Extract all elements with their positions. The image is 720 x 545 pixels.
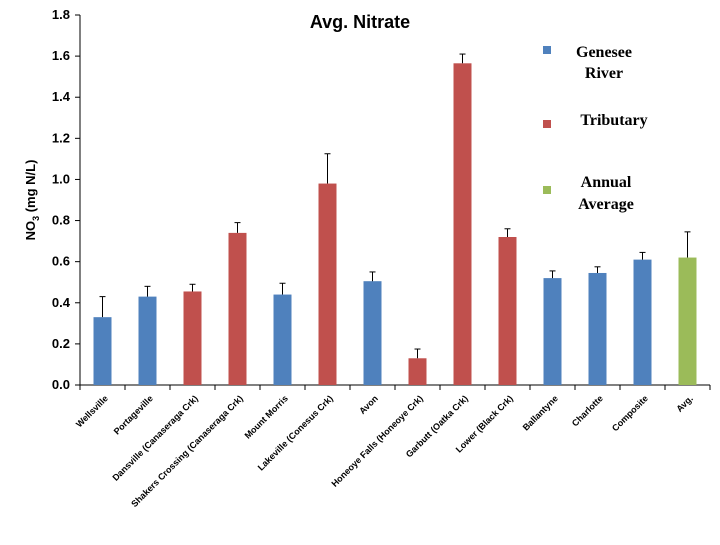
legend-swatch-tributary bbox=[543, 120, 551, 128]
y-axis-label-main: NO bbox=[23, 221, 38, 241]
y-tick-label: 0.4 bbox=[52, 295, 71, 310]
bar bbox=[183, 291, 202, 385]
y-tick-label: 0.6 bbox=[52, 254, 70, 269]
y-tick-label: 1.4 bbox=[52, 89, 71, 104]
x-tick-label: Composite bbox=[610, 393, 650, 433]
legend-label-genesee: Genesee bbox=[576, 44, 632, 61]
legend-label-tributary: Tributary bbox=[580, 112, 647, 129]
y-tick-label: 1.2 bbox=[52, 130, 70, 145]
bar bbox=[633, 259, 652, 385]
legend-swatch-annual bbox=[543, 186, 551, 194]
x-tick-label: Avg. bbox=[674, 393, 695, 414]
y-tick-label: 0.2 bbox=[52, 336, 70, 351]
y-axis-label: NO3 (mg N/L) bbox=[23, 160, 41, 241]
x-tick-label: Lakeville (Conesus Crk) bbox=[256, 393, 335, 472]
x-tick-label: Portageville bbox=[112, 393, 155, 436]
y-tick-label: 1.6 bbox=[52, 48, 70, 63]
error-bars bbox=[99, 53, 691, 359]
bar bbox=[588, 272, 607, 385]
legend-label-genesee-line2: River bbox=[585, 65, 623, 82]
y-axis-label-units: (mg N/L) bbox=[23, 160, 38, 216]
x-tick-label: Wellsville bbox=[74, 393, 110, 429]
bar bbox=[273, 294, 292, 385]
bar bbox=[138, 296, 157, 385]
bar bbox=[318, 183, 337, 385]
bar bbox=[498, 237, 517, 385]
legend-label-annual: Annual bbox=[581, 174, 632, 191]
chart-title: Avg. Nitrate bbox=[310, 12, 410, 32]
x-tick-label: Mount Morris bbox=[243, 393, 290, 440]
y-axis-label-subscript: 3 bbox=[31, 216, 41, 221]
bar bbox=[678, 257, 697, 385]
bar bbox=[228, 232, 247, 385]
bar bbox=[453, 63, 472, 386]
bar bbox=[363, 281, 382, 385]
y-tick-label: 0.0 bbox=[52, 377, 70, 392]
y-tick-label: 0.8 bbox=[52, 213, 70, 228]
legend-label-annual-line2: Average bbox=[578, 196, 634, 213]
x-tick-label: Ballantyne bbox=[521, 393, 560, 432]
x-tick-label: Charlotte bbox=[570, 393, 605, 428]
x-tick-label: Avon bbox=[357, 393, 380, 416]
legend: Genesee River Tributary Annual Average bbox=[543, 44, 648, 213]
bar bbox=[543, 278, 562, 385]
bars bbox=[93, 63, 697, 386]
y-tick-label: 1.8 bbox=[52, 7, 70, 22]
y-tick-label: 1.0 bbox=[52, 171, 70, 186]
bar bbox=[408, 358, 427, 385]
x-tick-label: Dansville (Canaseraga Crk) bbox=[110, 393, 199, 482]
x-tick-label: Honeoye Falls (Honeoye Crk) bbox=[329, 393, 424, 488]
legend-swatch-genesee bbox=[543, 46, 551, 54]
bar bbox=[93, 317, 112, 385]
